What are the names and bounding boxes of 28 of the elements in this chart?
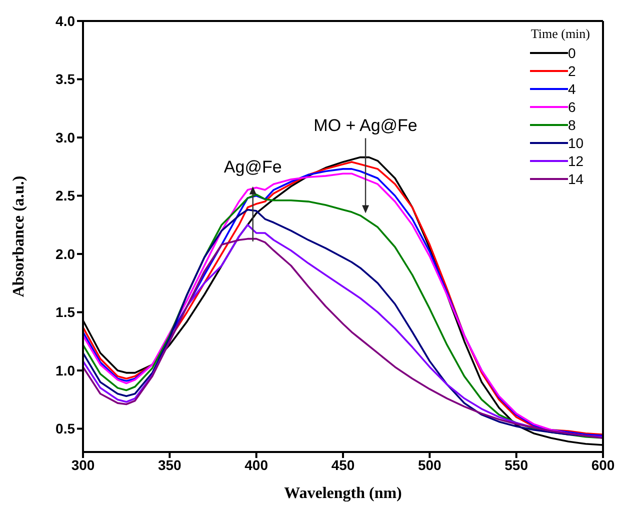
x-tick-label: 550 bbox=[504, 456, 528, 473]
y-tick-label: 3.0 bbox=[56, 129, 76, 146]
y-tick-label: 2.5 bbox=[56, 188, 76, 204]
y-tick-label: 3.5 bbox=[56, 71, 76, 88]
y-tick-label: 2.0 bbox=[56, 246, 76, 262]
y-tick-label: 4.0 bbox=[56, 12, 76, 29]
y-axis-title: Absorbance (a.u.) bbox=[10, 176, 28, 298]
x-tick-label: 500 bbox=[418, 456, 442, 473]
x-tick-label: 350 bbox=[158, 456, 182, 473]
y-tick-label: 0.5 bbox=[56, 420, 76, 437]
y-tick-label: 1.0 bbox=[56, 362, 76, 378]
legend-label: 12 bbox=[568, 153, 585, 169]
legend-label: 4 bbox=[568, 81, 577, 97]
x-axis-title: Wavelength (nm) bbox=[284, 485, 402, 502]
x-tick-label: 300 bbox=[71, 456, 95, 473]
x-tick-label: 400 bbox=[244, 456, 268, 473]
legend-label: 2 bbox=[568, 63, 577, 79]
legend-label: 6 bbox=[568, 99, 577, 115]
x-tick-label: 450 bbox=[331, 456, 355, 473]
y-tick-label: 1.5 bbox=[56, 304, 76, 320]
legend-label: 10 bbox=[568, 135, 585, 151]
legend-label: 8 bbox=[568, 117, 577, 133]
legend-label: 0 bbox=[568, 45, 577, 61]
legend-title: Time (min) bbox=[530, 26, 590, 42]
x-tick-label: 600 bbox=[591, 456, 615, 473]
annotation: MO + Ag@Fe bbox=[314, 116, 418, 136]
legend-label: 14 bbox=[568, 171, 585, 187]
annotation: Ag@Fe bbox=[224, 157, 282, 176]
